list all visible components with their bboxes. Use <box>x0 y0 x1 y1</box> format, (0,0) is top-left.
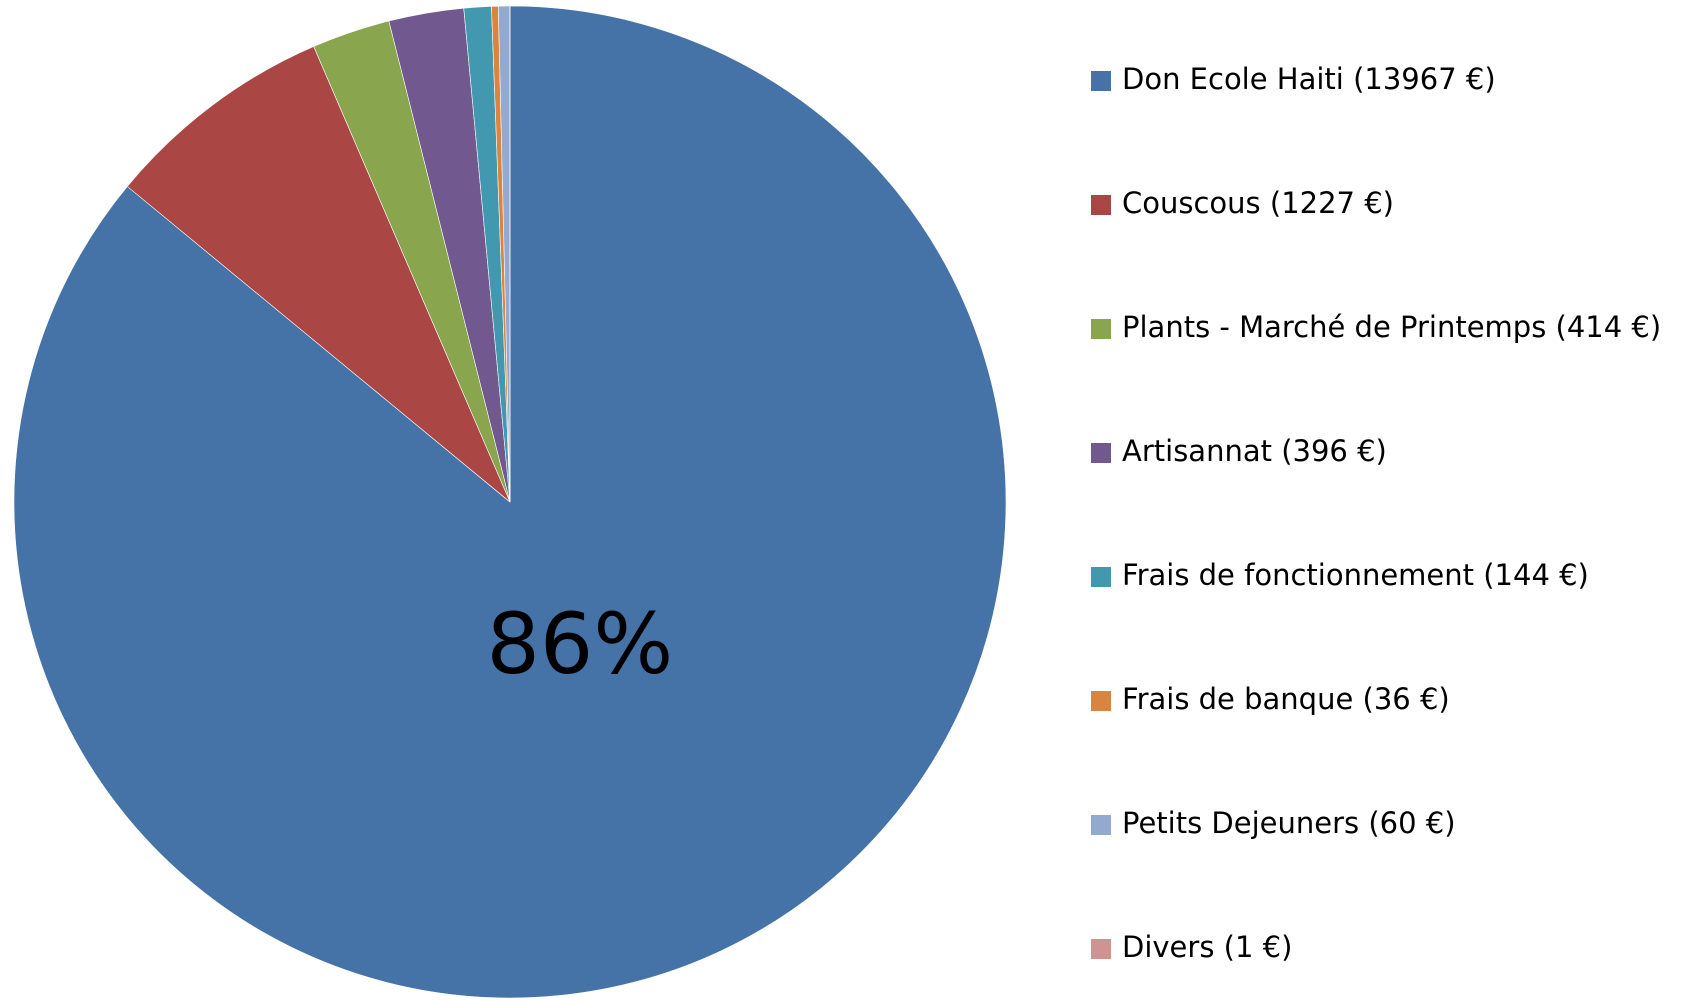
data-label: 86% <box>486 595 673 693</box>
legend-swatch <box>1091 691 1111 711</box>
legend-label: Petits Dejeuners (60 €) <box>1122 806 1456 840</box>
legend-label: Plants - Marché de Printemps (414 €) <box>1122 310 1661 344</box>
legend-swatch <box>1091 939 1111 959</box>
legend-swatch <box>1091 195 1111 215</box>
legend-swatch <box>1091 319 1111 339</box>
legend-swatch <box>1091 443 1111 463</box>
legend-label: Frais de fonctionnement (144 €) <box>1122 558 1589 592</box>
legend-label: Frais de banque (36 €) <box>1122 682 1450 716</box>
legend-swatch <box>1091 71 1111 91</box>
legend-label: Don Ecole Haiti (13967 €) <box>1122 62 1496 96</box>
legend-label: Couscous (1227 €) <box>1122 186 1394 220</box>
pie-slice <box>126 46 511 503</box>
legend-swatch <box>1091 567 1111 587</box>
legend-swatch <box>1091 815 1111 835</box>
legend-label: Divers (1 €) <box>1122 930 1292 964</box>
legend-label: Artisannat (396 €) <box>1122 434 1387 468</box>
